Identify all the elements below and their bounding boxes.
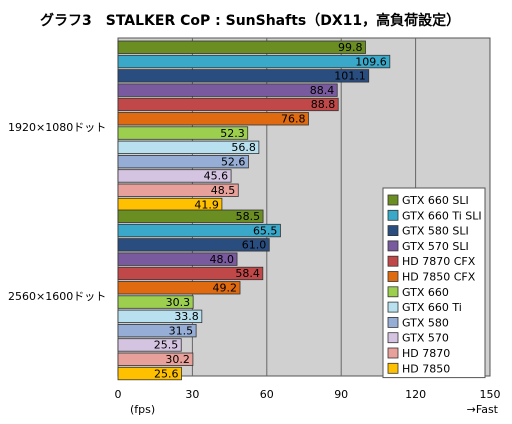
legend-swatch [387,209,399,221]
x-tick-label: 60 [260,388,274,401]
legend-box [382,187,486,379]
legend-label: GTX 570 SLI [402,240,469,253]
legend: GTX 660 SLI GTX 660 Ti SLI GTX 580 SLI GTX … [382,187,486,379]
legend-swatch [387,286,399,298]
bar [117,309,203,324]
bar [117,252,238,266]
category-labels: 1920×1080ドット 2560×1600ドット [8,121,106,303]
value-label: 101.1 [334,70,366,83]
legend-swatch [387,347,399,359]
value-label: 58.5 [236,210,261,223]
x-axis-ticks: 0 30 60 90 120 150 [115,388,501,401]
x-axis-direction-label: →Fast [467,403,499,416]
legend-label: GTX 660 [402,286,449,299]
bar [117,266,264,281]
bar [117,223,281,238]
legend-swatch [387,362,399,374]
bar [117,40,366,54]
value-label: 99.8 [338,41,363,54]
bars [117,40,391,381]
category-label: 2560×1600ドット [8,290,106,303]
bar [117,366,182,381]
legend-label: GTX 570 [402,332,449,345]
bar [117,126,249,140]
legend-label: HD 7850 CFX [402,271,476,284]
legend-swatch [387,332,399,344]
value-label: 30.3 [166,296,191,309]
category-label: 1920×1080ドット [8,121,106,134]
value-label: 88.4 [310,84,335,97]
legend-swatch [387,316,399,328]
value-label: 109.6 [355,55,387,68]
legend-swatch [387,240,399,252]
bar [117,352,194,366]
value-label: 56.8 [231,141,256,154]
value-label: 48.0 [210,253,235,266]
chart-title: グラフ3 STALKER CoP : SunShafts（DX11，高負荷設定） [40,12,460,29]
bar [117,169,232,183]
bar [117,140,260,155]
bar [117,238,270,252]
value-label: 49.2 [213,282,238,295]
bar [117,323,197,338]
bar [117,295,194,309]
x-axis-label: (fps) [130,403,155,416]
value-label: 76.8 [281,113,306,126]
value-label: 52.6 [221,155,246,168]
legend-swatch [387,194,399,206]
value-label: 61.0 [242,239,267,252]
value-label: 25.5 [154,339,179,352]
value-label: 65.5 [253,224,278,237]
value-label: 52.3 [220,127,245,140]
x-tick-label: 0 [115,388,122,401]
legend-swatch [387,255,399,267]
x-tick-label: 150 [480,388,501,401]
x-tick-label: 30 [185,388,199,401]
value-label: 33.8 [174,310,199,323]
bar [117,112,309,126]
value-label: 58.4 [235,267,260,280]
bar [117,97,339,112]
legend-label: GTX 660 Ti SLI [402,209,482,222]
bar [117,69,370,83]
bar [117,281,241,295]
x-tick-label: 120 [405,388,426,401]
legend-label: HD 7870 [402,347,450,360]
legend-label: GTX 580 SLI [402,225,469,238]
legend-label: GTX 580 [402,316,449,329]
bar [117,209,264,223]
bar [117,183,239,197]
legend-label: GTX 660 Ti [402,301,462,314]
bar [117,154,249,169]
bar [117,83,338,97]
legend-swatch [387,301,399,313]
value-label: 48.5 [211,184,236,197]
legend-label: HD 7850 [402,362,450,375]
x-tick-label: 90 [334,388,348,401]
value-label: 30.2 [165,353,190,366]
value-label: 41.9 [194,198,219,211]
bar [117,54,391,69]
legend-swatch [387,271,399,282]
legend-swatch [387,225,399,237]
value-label: 45.6 [204,170,229,183]
value-label: 31.5 [169,324,194,337]
legend-label: HD 7870 CFX [402,255,476,268]
value-label: 88.8 [311,98,336,111]
value-label: 25.6 [154,367,179,380]
legend-label: GTX 660 SLI [402,194,469,207]
bar [117,338,182,352]
